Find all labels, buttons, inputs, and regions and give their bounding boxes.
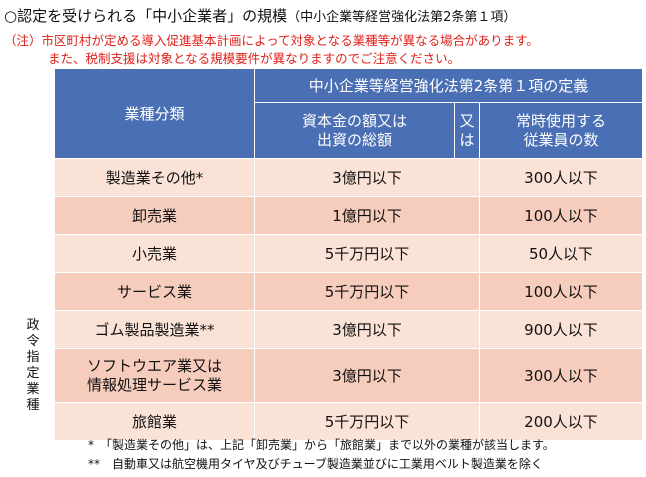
cell-capital: 5千万円以下 <box>254 402 480 441</box>
cell-capital: 1億円以下 <box>254 196 480 235</box>
cell-capital: 5千万円以下 <box>254 272 480 311</box>
header-or: 又は <box>454 102 480 159</box>
table-row: 卸売業 1億円以下 100人以下 <box>54 196 643 235</box>
table-row: 製造業その他* 3億円以下 300人以下 <box>54 158 643 197</box>
cell-industry: ゴム製品製造業** <box>54 310 255 349</box>
table-row: サービス業 5千万円以下 100人以下 <box>54 272 643 311</box>
cell-industry: 卸売業 <box>54 196 255 235</box>
cell-employees: 50人以下 <box>479 234 643 273</box>
cell-employees: 300人以下 <box>479 158 643 197</box>
footnote-rubber: ** 自動車又は航空機用タイヤ及びチューブ製造業並びに工業用ベルト製造業を除く <box>88 457 543 471</box>
sme-definition-table: 業種分類 中小企業等経営強化法第2条第１項の定義 資本金の額又は 出資の総額 又… <box>54 68 643 441</box>
cell-industry-line1: ソフトウエア業又は <box>86 356 222 375</box>
cell-industry: 小売業 <box>54 234 255 273</box>
cell-industry: ソフトウエア業又は 情報処理サービス業 <box>54 348 255 403</box>
header-employees-line2: 従業員の数 <box>523 130 599 149</box>
footnote-manufacturing: * 「製造業その他」は、上記「卸売業」から「旅館業」まで以外の業種が該当します。 <box>88 438 555 452</box>
title-sub: （中小企業等経営強化法第2条第１項） <box>287 10 517 25</box>
cell-industry: 製造業その他* <box>54 158 255 197</box>
gov-designated-label: 政令指定業種 <box>26 318 40 413</box>
table-row: 小売業 5千万円以下 50人以下 <box>54 234 643 273</box>
page-title: ○認定を受けられる「中小企業者」の規模（中小企業等経営強化法第2条第１項） <box>4 5 516 26</box>
cell-capital: 3億円以下 <box>254 158 480 197</box>
cell-industry: サービス業 <box>54 272 255 311</box>
header-capital-line1: 資本金の額又は <box>301 111 407 130</box>
table-row: ソフトウエア業又は 情報処理サービス業 3億円以下 300人以下 <box>54 348 643 403</box>
header-capital-line2: 出資の総額 <box>316 130 392 149</box>
title-main: ○認定を受けられる「中小企業者」の規模 <box>4 7 288 25</box>
header-industry: 業種分類 <box>54 68 255 159</box>
table-row: 旅館業 5千万円以下 200人以下 <box>54 402 643 441</box>
cell-capital: 3億円以下 <box>254 310 480 349</box>
header-definition: 中小企業等経営強化法第2条第１項の定義 <box>254 68 643 103</box>
cell-capital: 3億円以下 <box>254 348 480 403</box>
cell-employees: 300人以下 <box>479 348 643 403</box>
cell-industry: 旅館業 <box>54 402 255 441</box>
header-employees-line1: 常時使用する <box>515 111 606 130</box>
cell-employees: 900人以下 <box>479 310 643 349</box>
cell-capital: 5千万円以下 <box>254 234 480 273</box>
table-row: ゴム製品製造業** 3億円以下 900人以下 <box>54 310 643 349</box>
cell-employees: 100人以下 <box>479 196 643 235</box>
note-caution: （注）市区町村が定める導入促進基本計画によって対象となる業種等が異なる場合があり… <box>4 33 539 48</box>
cell-employees: 200人以下 <box>479 402 643 441</box>
header-capital: 資本金の額又は 出資の総額 <box>254 102 455 159</box>
note-tax: また、税制支援は対象となる規模要件が異なりますのでご注意ください。 <box>48 51 461 66</box>
cell-employees: 100人以下 <box>479 272 643 311</box>
header-employees: 常時使用する 従業員の数 <box>479 102 643 159</box>
cell-industry-line2: 情報処理サービス業 <box>86 375 222 394</box>
